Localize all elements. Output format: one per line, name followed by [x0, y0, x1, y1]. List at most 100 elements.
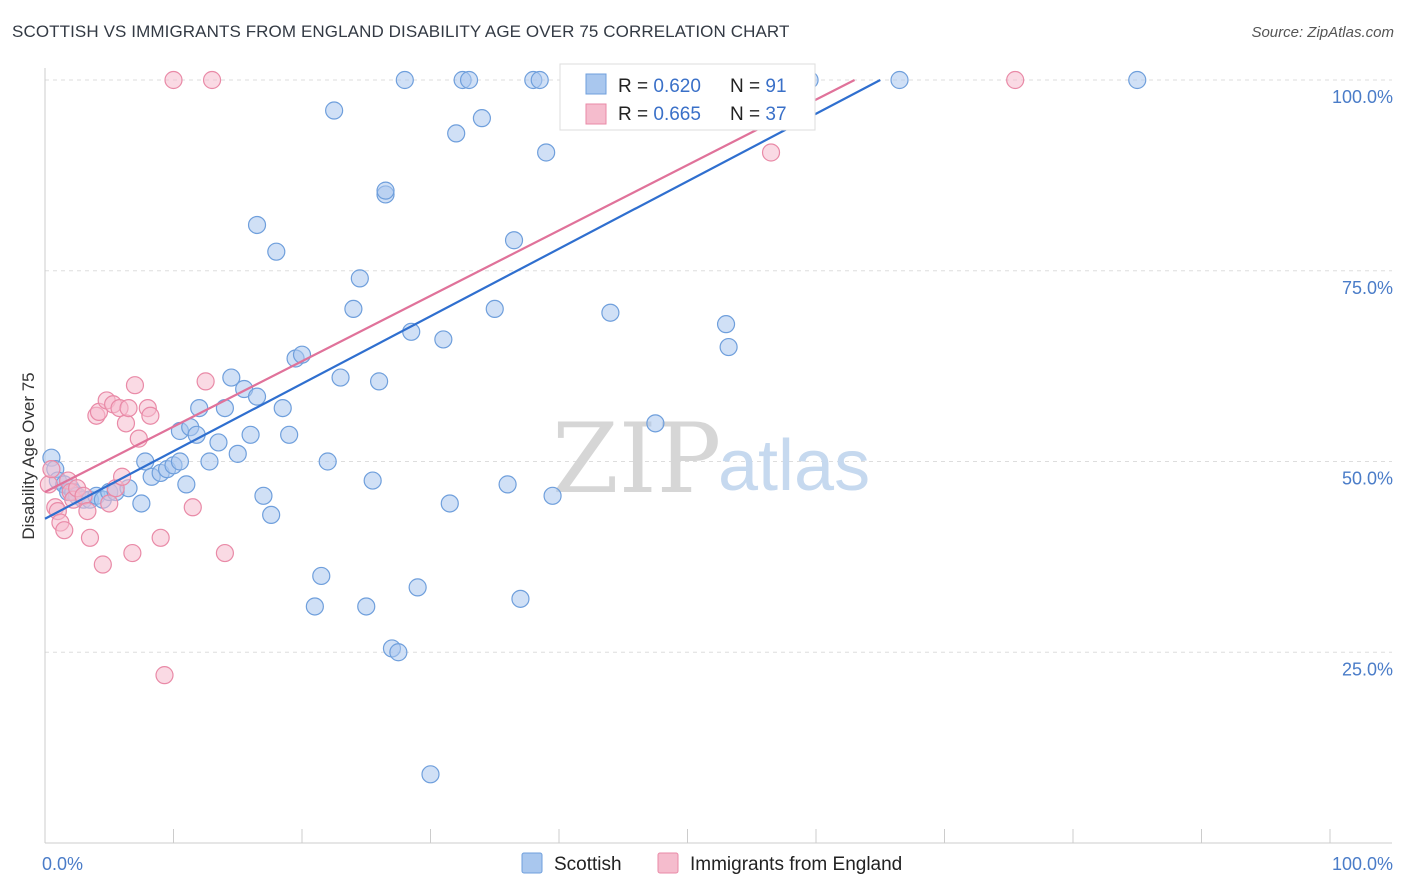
- point-england-24: [123, 543, 142, 563]
- point-scottish-38: [280, 425, 299, 444]
- x-tick-label-0: 0.0%: [42, 854, 83, 874]
- point-england-23: [119, 398, 138, 418]
- point-scottish-28: [209, 433, 228, 452]
- point-scottish-29: [215, 398, 234, 418]
- point-scottish-69: [537, 143, 556, 162]
- source-label: Source: ZipAtlas.com: [1251, 24, 1394, 41]
- point-scottish-41: [305, 597, 324, 616]
- point-scottish-88: [267, 242, 286, 261]
- point-scottish-22: [177, 475, 196, 494]
- legend-swatch-england: [657, 852, 679, 874]
- series-legend: Scottish Immigrants from England: [521, 852, 902, 875]
- point-england-36: [761, 143, 781, 162]
- y-tick-label-2: 75.0%: [1342, 278, 1393, 298]
- grid-lines: [45, 79, 1392, 653]
- trend-lines: [44, 79, 881, 520]
- point-england-32: [183, 498, 202, 517]
- point-england-34: [202, 70, 222, 90]
- stat-n-label-scottish: N =: [730, 76, 765, 97]
- point-scottish-57: [434, 330, 453, 349]
- point-scottish-76: [646, 414, 665, 433]
- stat-r-label-england: R =: [618, 104, 653, 125]
- svg-text:N = 37: N = 37: [730, 104, 787, 125]
- point-scottish-15: [132, 494, 151, 513]
- point-england-1: [42, 460, 61, 479]
- point-scottish-49: [370, 372, 389, 391]
- trend-line-england: [44, 79, 856, 494]
- point-scottish-43: [318, 452, 337, 471]
- point-scottish-65: [504, 231, 524, 250]
- point-scottish-44: [331, 368, 350, 387]
- point-england-31: [164, 70, 183, 90]
- point-scottish-63: [485, 299, 504, 318]
- svg-text:R = 0.665: R = 0.665: [618, 104, 701, 125]
- legend-swatch-scottish: [521, 852, 543, 874]
- point-england-12: [80, 528, 100, 547]
- point-scottish-33: [241, 425, 260, 444]
- point-england-5: [55, 521, 74, 540]
- point-scottish-47: [357, 597, 376, 616]
- point-england-30: [155, 666, 174, 685]
- point-scottish-53: [395, 70, 414, 90]
- point-scottish-36: [262, 505, 281, 525]
- tick-labels: 25.0% 50.0% 75.0% 100.0% 0.0% 100.0%: [42, 87, 1393, 874]
- point-scottish-45: [344, 299, 363, 318]
- point-scottish-27: [200, 452, 219, 471]
- point-england-17: [100, 494, 119, 513]
- legend-label-scottish: Scottish: [554, 854, 622, 875]
- point-scottish-70: [543, 486, 562, 505]
- watermark-atlas: atlas: [718, 426, 870, 506]
- point-scottish-52: [389, 643, 408, 662]
- stat-r-value-england: 0.665: [653, 104, 701, 125]
- point-scottish-42: [312, 566, 331, 586]
- point-scottish-68: [530, 70, 549, 90]
- svg-text:N = 91: N = 91: [730, 76, 787, 97]
- point-scottish-37: [273, 398, 292, 418]
- y-tick-label-3: 100.0%: [1332, 87, 1393, 107]
- point-scottish-61: [459, 70, 479, 90]
- y-tick-label-1: 50.0%: [1342, 469, 1393, 489]
- stat-n-label-england: N =: [730, 104, 765, 125]
- stats-legend: R = 0.620 N = 91 R = 0.665 N = 37: [559, 63, 816, 131]
- point-scottish-81: [719, 337, 738, 357]
- point-scottish-86: [325, 101, 344, 120]
- x-tick-label-1: 100.0%: [1332, 854, 1393, 874]
- point-england-21: [112, 467, 132, 486]
- point-scottish-80: [716, 315, 736, 334]
- point-england-25: [125, 376, 145, 395]
- point-england-28: [141, 406, 160, 425]
- stats-swatch-england: [585, 103, 607, 125]
- point-england-37: [1006, 70, 1025, 90]
- point-scottish-34: [247, 387, 267, 406]
- point-scottish-21: [170, 452, 190, 471]
- point-scottish-85: [376, 181, 395, 200]
- point-england-11: [78, 501, 97, 521]
- point-scottish-59: [447, 124, 466, 143]
- stat-n-value-scottish: 91: [765, 76, 786, 97]
- point-scottish-83: [890, 70, 909, 90]
- chart-title: SCOTTISH VS IMMIGRANTS FROM ENGLAND DISA…: [12, 22, 790, 41]
- point-scottish-64: [498, 475, 517, 494]
- point-scottish-35: [254, 486, 273, 505]
- watermark-zip: ZIP: [552, 403, 721, 515]
- stat-n-value-england: 37: [765, 104, 786, 125]
- legend-label-england: Immigrants from England: [690, 854, 902, 875]
- stat-r-value-scottish: 0.620: [653, 76, 701, 97]
- point-scottish-87: [247, 215, 267, 235]
- stat-r-label-scottish: R =: [618, 76, 653, 97]
- y-axis-label: Disability Age Over 75: [19, 372, 38, 539]
- point-scottish-55: [408, 578, 427, 597]
- point-scottish-84: [1128, 70, 1147, 90]
- watermark: ZIP atlas: [552, 403, 870, 515]
- point-scottish-31: [228, 444, 247, 463]
- point-scottish-46: [350, 269, 369, 288]
- point-scottish-62: [472, 109, 491, 128]
- point-england-22: [116, 414, 136, 433]
- point-england-35: [215, 543, 234, 563]
- point-england-29: [151, 528, 170, 547]
- stats-swatch-scottish: [585, 73, 607, 95]
- point-scottish-56: [421, 765, 440, 784]
- point-scottish-30: [222, 368, 241, 387]
- point-scottish-48: [363, 471, 382, 490]
